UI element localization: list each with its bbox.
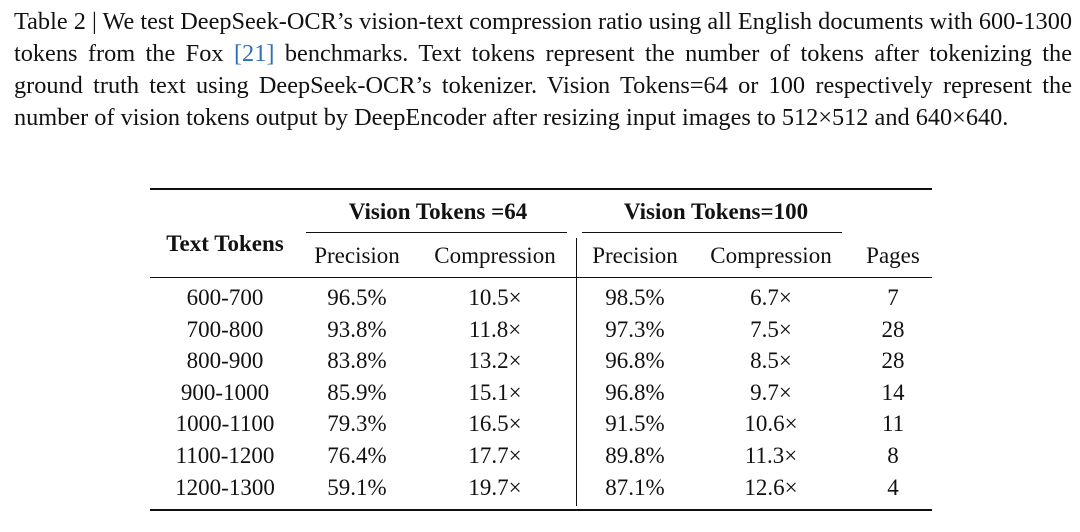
table-cell: 12.6× xyxy=(744,474,798,500)
table-cell: 98.5% xyxy=(605,285,665,310)
caption-text: benchmarks. Text tokens represent the nu… xyxy=(14,40,1072,131)
group-rule xyxy=(306,232,567,233)
column-divider xyxy=(576,238,577,506)
table-cell: 6.7× xyxy=(750,285,792,310)
column-header: Compression xyxy=(710,243,832,268)
column-header: Pages xyxy=(866,243,920,268)
table-cell: 15.1× xyxy=(468,379,522,405)
top-rule xyxy=(150,188,932,190)
table-cell: 93.8% xyxy=(327,316,387,342)
table-cell: 1200-1300 xyxy=(175,474,275,500)
caption-text: Table 2 | We test DeepSeek-OCR’s vision-… xyxy=(14,8,1072,67)
column-header: Precision xyxy=(314,243,400,268)
group-rule xyxy=(582,232,842,233)
table-cell: 76.4% xyxy=(327,443,387,468)
table-cell: 1000-1100 xyxy=(175,411,275,437)
table-cell: 700-800 xyxy=(186,316,264,342)
group-header: Vision Tokens=100 xyxy=(623,199,809,224)
table-cell: 28 xyxy=(881,348,905,374)
table-cell: 16.5× xyxy=(468,411,522,437)
table-cell: 91.5% xyxy=(605,411,665,437)
bottom-rule xyxy=(150,509,932,511)
table-cell: 9.7× xyxy=(750,379,792,405)
table-cell: 10.6× xyxy=(744,411,798,437)
table-cell: 900-1000 xyxy=(180,379,270,405)
table-cell: 83.8% xyxy=(327,348,387,374)
table-cell: 96.8% xyxy=(605,348,665,374)
table-cell: 800-900 xyxy=(186,348,264,374)
column-header: Precision xyxy=(592,243,678,268)
table-cell: 85.9% xyxy=(327,379,387,405)
group-header: Vision Tokens =64 xyxy=(348,199,528,224)
table-caption: Table 2 | We test DeepSeek-OCR’s vision-… xyxy=(14,6,1072,134)
table-cell: 87.1% xyxy=(605,474,665,500)
table-cell: 17.7× xyxy=(468,443,522,468)
table-cell: 7.5× xyxy=(750,316,792,342)
table-cell: 4 xyxy=(887,474,899,500)
table-cell: 96.8% xyxy=(605,379,665,405)
table-cell: 10.5× xyxy=(468,285,522,310)
column-header: Compression xyxy=(434,243,556,268)
table-cell: 600-700 xyxy=(186,285,264,310)
table-cell: 11 xyxy=(881,411,905,437)
table-cell: 28 xyxy=(881,316,905,342)
mid-rule xyxy=(150,277,932,278)
table-cell: 8 xyxy=(887,443,899,468)
header-cell: Text Tokens xyxy=(166,231,284,256)
table-cell: 8.5× xyxy=(750,348,792,374)
table-cell: 13.2× xyxy=(468,348,522,374)
table-cell: 59.1% xyxy=(327,474,387,500)
table-cell: 79.3% xyxy=(327,411,387,437)
table-cell: 1100-1200 xyxy=(175,443,275,468)
table-cell: 7 xyxy=(887,285,899,310)
table-cell: 11.8× xyxy=(468,316,522,342)
table-cell: 19.7× xyxy=(468,474,522,500)
citation-link[interactable]: [21] xyxy=(233,40,275,67)
table-cell: 96.5% xyxy=(327,285,387,310)
table-cell: 14 xyxy=(881,379,905,405)
table-cell: 89.8% xyxy=(605,443,665,468)
table-cell: 11.3× xyxy=(744,443,798,468)
table-cell: 97.3% xyxy=(605,316,665,342)
